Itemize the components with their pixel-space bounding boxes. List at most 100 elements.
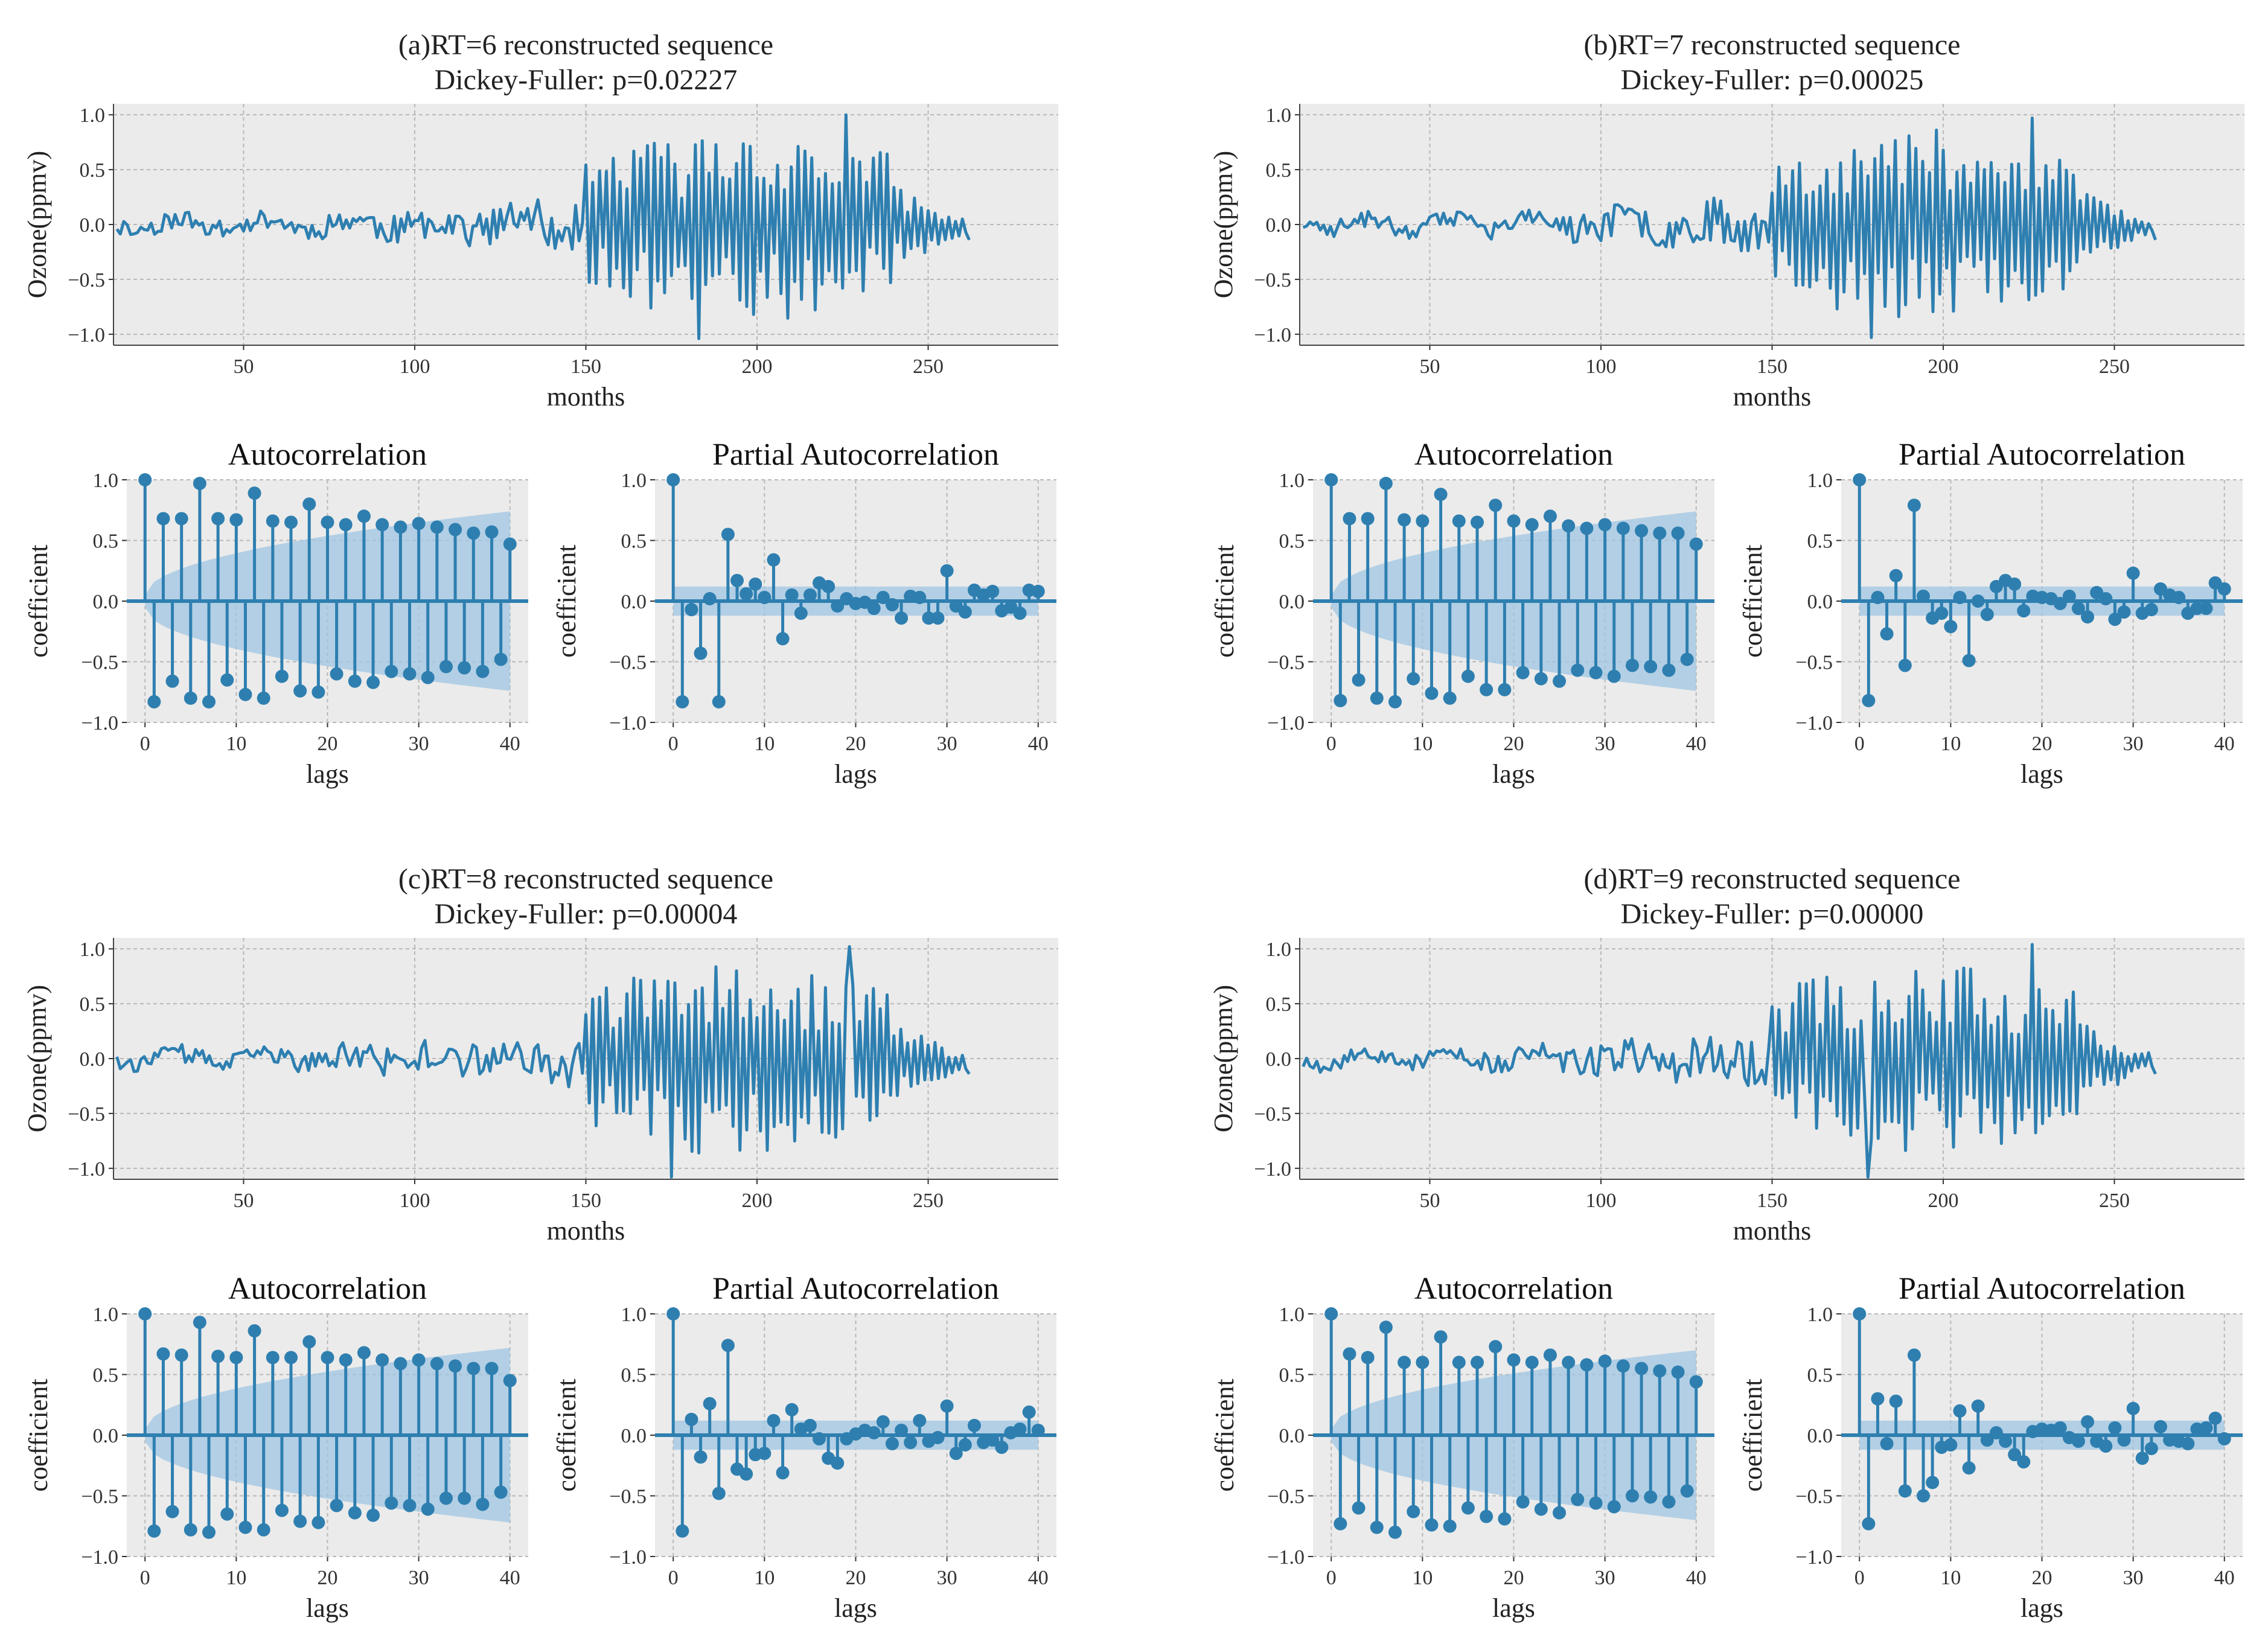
stem-marker (767, 553, 781, 567)
y-tick-label: −0.5 (1795, 1486, 1833, 1508)
stem-marker (2053, 1421, 2067, 1435)
stem-marker (895, 611, 909, 625)
stem-marker (666, 473, 680, 486)
y-axis-label: Ozone(ppmv) (1209, 985, 1238, 1132)
x-axis-label: months (547, 382, 625, 412)
stem-marker (1635, 1362, 1649, 1375)
stem-marker (2135, 1451, 2149, 1465)
x-tick-label: 200 (742, 1190, 773, 1212)
y-tick-label: −0.5 (81, 1486, 118, 1508)
x-tick-label: 30 (2123, 1567, 2144, 1589)
x-tick-label: 30 (2123, 733, 2144, 755)
stem-marker (1461, 669, 1475, 683)
y-axis-label: coefficient (1210, 544, 1239, 657)
stem-marker (366, 1508, 380, 1522)
stem-marker (1334, 1517, 1347, 1531)
stem-marker (421, 671, 435, 684)
stem-marker (1489, 499, 1503, 512)
stem-marker (2117, 1433, 2131, 1447)
stem-marker (248, 486, 261, 500)
stem-marker (1398, 513, 1411, 527)
stem-marker (721, 527, 735, 541)
stem-marker (1031, 584, 1045, 598)
stem-marker (1352, 673, 1366, 687)
y-tick-label: 1.0 (1266, 104, 1292, 127)
y-tick-label: −1.0 (1795, 712, 1833, 734)
x-tick-label: 250 (2099, 355, 2130, 378)
stem-marker (885, 598, 899, 612)
stem-marker (485, 525, 499, 539)
stem-marker (229, 1351, 243, 1365)
stem-marker (2099, 591, 2113, 605)
y-tick-label: 0.5 (93, 1365, 119, 1387)
stem-marker (1644, 660, 1658, 674)
stem-marker (302, 497, 316, 511)
x-tick-label: 100 (1585, 1190, 1616, 1212)
pacf-title: Partial Autocorrelation (1899, 438, 2185, 472)
stem-marker (412, 1353, 426, 1367)
series-title: (c)RT=8 reconstructed sequence (398, 863, 773, 895)
stem-marker (1461, 1501, 1475, 1515)
stem-marker (2126, 566, 2140, 580)
x-tick-label: 10 (754, 733, 775, 755)
x-tick-label: 0 (1326, 1567, 1337, 1589)
stem-marker (1953, 590, 1967, 604)
stem-marker (1944, 620, 1958, 634)
x-axis-label: months (547, 1216, 625, 1246)
stem-marker (913, 1413, 927, 1427)
y-tick-label: 0.5 (1266, 159, 1292, 182)
stem-marker (311, 1515, 325, 1529)
y-tick-label: 0.5 (1279, 530, 1305, 553)
dickey-fuller-label: Dickey-Fuller: p=0.00004 (435, 898, 738, 930)
stem-marker (266, 1351, 280, 1365)
stem-marker (229, 513, 243, 527)
x-tick-label: 20 (846, 1567, 866, 1589)
stem-marker (1889, 569, 1903, 582)
y-tick-label: 0.0 (621, 1425, 647, 1447)
stem-marker (1625, 658, 1639, 672)
stem-marker (867, 1426, 881, 1439)
stem-marker (2144, 603, 2158, 617)
y-tick-label: −1.0 (1795, 1546, 1833, 1569)
x-tick-label: 30 (409, 1567, 429, 1589)
stem-marker (1980, 608, 1994, 622)
stem-marker (458, 1491, 471, 1505)
x-tick-label: 100 (1585, 355, 1616, 378)
x-tick-label: 250 (913, 1190, 944, 1212)
stem-marker (476, 1497, 490, 1511)
stem-marker (1598, 1354, 1612, 1368)
stem-marker (2153, 1419, 2167, 1433)
stem-marker (257, 1523, 270, 1537)
stem-marker (767, 1413, 781, 1427)
x-axis-label: lags (1492, 1593, 1535, 1623)
stem-marker (1653, 526, 1667, 540)
x-tick-label: 0 (1854, 1567, 1865, 1589)
y-tick-label: 1.0 (1279, 470, 1305, 492)
stem-marker (1862, 1517, 1876, 1531)
stem-marker (1534, 672, 1548, 686)
x-tick-label: 30 (409, 733, 429, 755)
stem-marker (2208, 1411, 2222, 1425)
y-tick-label: 0.0 (1279, 1425, 1305, 1447)
stem-marker (1370, 691, 1384, 705)
stem-marker (785, 1403, 799, 1416)
stem-marker (211, 1349, 225, 1363)
stem-marker (1898, 1484, 1912, 1498)
x-axis-label: months (1733, 1216, 1812, 1246)
y-tick-label: −1.0 (609, 1546, 647, 1569)
y-tick-label: 1.0 (1266, 938, 1292, 961)
stem-marker (2217, 1432, 2231, 1446)
stem-marker (439, 1491, 453, 1505)
stem-marker (1031, 1423, 1045, 1437)
stem-marker (1324, 473, 1338, 486)
x-tick-label: 20 (2032, 1567, 2052, 1589)
stem-marker (1662, 1495, 1676, 1509)
stem-marker (940, 1399, 954, 1413)
stem-marker (1334, 693, 1347, 707)
y-tick-label: 0.0 (93, 1425, 119, 1447)
stem-marker (876, 590, 890, 604)
stem-marker (2008, 577, 2022, 591)
x-tick-label: 150 (1757, 355, 1787, 378)
stem-marker (949, 1447, 963, 1461)
stem-marker (2172, 590, 2186, 604)
